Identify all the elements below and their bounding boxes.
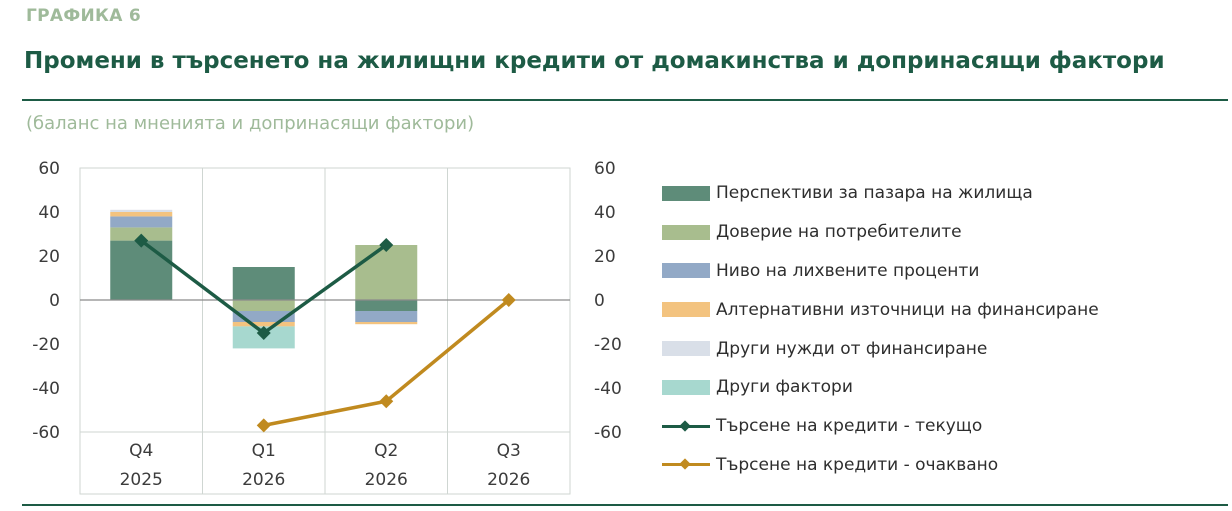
y-tick-right: -60 <box>594 423 622 443</box>
legend-item: Доверие на потребителите <box>662 213 1099 252</box>
chart-legend: Перспективи за пазара на жилища Доверие н… <box>662 174 1099 484</box>
bar-segment <box>355 322 418 325</box>
figure-label: ГРАФИКА 6 <box>26 6 142 26</box>
y-tick-left: 60 <box>38 159 60 179</box>
y-tick-right: 20 <box>594 247 616 267</box>
y-tick-right: 0 <box>594 291 605 311</box>
y-tick-left: -60 <box>32 423 60 443</box>
bar-segment <box>110 216 173 228</box>
y-tick-right: -40 <box>594 379 622 399</box>
legend-swatch <box>662 419 710 434</box>
y-tick-left: 0 <box>49 291 60 311</box>
y-tick-left: 40 <box>38 203 60 223</box>
legend-item: Алтернативни източници на финансиране <box>662 290 1099 329</box>
line-point <box>379 238 394 252</box>
line-point <box>501 293 516 307</box>
legend-label: Доверие на потребителите <box>716 222 962 243</box>
bar-segment <box>355 311 418 322</box>
legend-swatch <box>662 224 710 240</box>
chart-title: Промени в търсенето на жилищни кредити о… <box>24 48 1165 74</box>
bar-segment <box>110 212 173 217</box>
legend-label: Други фактори <box>716 377 853 398</box>
legend-swatch <box>662 263 710 279</box>
line-point <box>256 418 271 433</box>
bar-segment <box>355 245 418 300</box>
legend-item: Перспективи за пазара на жилища <box>662 174 1099 213</box>
line-point <box>379 394 394 409</box>
legend-item: Ниво на лихвените проценти <box>662 252 1099 291</box>
legend-label: Други нужди от финансиране <box>716 338 988 359</box>
y-tick-left: -40 <box>32 379 60 399</box>
bar-segment <box>110 240 173 300</box>
y-tick-right: 60 <box>594 159 616 179</box>
bar-segment <box>110 209 173 212</box>
legend-label: Перспективи за пазара на жилища <box>716 183 1033 204</box>
line-point <box>134 233 149 248</box>
legend-swatch <box>662 185 710 201</box>
legend-swatch <box>662 341 710 357</box>
legend-item: Други нужди от финансиране <box>662 329 1099 368</box>
legend-label: Ниво на лихвените проценти <box>716 260 980 281</box>
x-tick-quarter: Q3 <box>497 441 521 461</box>
bar-segment <box>232 322 295 327</box>
x-tick-quarter: Q4 <box>129 441 153 461</box>
legend-swatch <box>662 302 710 318</box>
legend-swatch <box>662 457 710 472</box>
legend-item: Търсене на кредити - очаквано <box>662 446 1099 485</box>
legend-label: Търсене на кредити - текущо <box>716 416 983 437</box>
x-tick-quarter: Q1 <box>252 441 276 461</box>
bar-segment <box>232 311 295 322</box>
y-tick-left: 20 <box>38 247 60 267</box>
legend-item: Търсене на кредити - текущо <box>662 407 1099 446</box>
bar-segment <box>232 267 295 300</box>
legend-label: Алтернативни източници на финансиране <box>716 299 1099 320</box>
x-tick-year: 2026 <box>365 470 408 490</box>
line-point <box>256 326 271 340</box>
top-rule <box>22 99 1228 101</box>
chart-subtitle: (баланс на мненията и допринасящи фактор… <box>26 113 475 134</box>
bar-segment <box>355 300 418 311</box>
y-tick-right: -20 <box>594 335 622 355</box>
y-tick-right: 40 <box>594 203 616 223</box>
y-tick-left: -20 <box>32 335 60 355</box>
legend-item: Други фактори <box>662 368 1099 407</box>
x-tick-year: 2026 <box>242 470 285 490</box>
bar-segment <box>232 300 295 311</box>
x-tick-year: 2026 <box>487 470 530 490</box>
legend-swatch <box>662 379 710 395</box>
bottom-rule <box>22 504 1228 506</box>
x-tick-quarter: Q2 <box>374 441 398 461</box>
x-tick-year: 2025 <box>120 470 163 490</box>
legend-label: Търсене на кредити - очаквано <box>716 454 999 475</box>
